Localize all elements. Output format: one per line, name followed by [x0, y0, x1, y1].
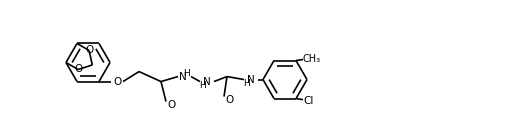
Text: H: H — [183, 69, 190, 78]
Text: O: O — [167, 100, 175, 110]
Text: H: H — [243, 79, 250, 88]
Text: N: N — [247, 75, 255, 85]
Text: O: O — [226, 95, 234, 105]
Text: N: N — [179, 72, 187, 82]
Text: CH₃: CH₃ — [303, 53, 321, 63]
Text: O: O — [113, 77, 121, 87]
Text: N: N — [203, 77, 211, 87]
Text: Cl: Cl — [304, 96, 314, 106]
Text: O: O — [85, 45, 93, 55]
Text: O: O — [74, 65, 82, 74]
Text: H: H — [200, 81, 207, 90]
